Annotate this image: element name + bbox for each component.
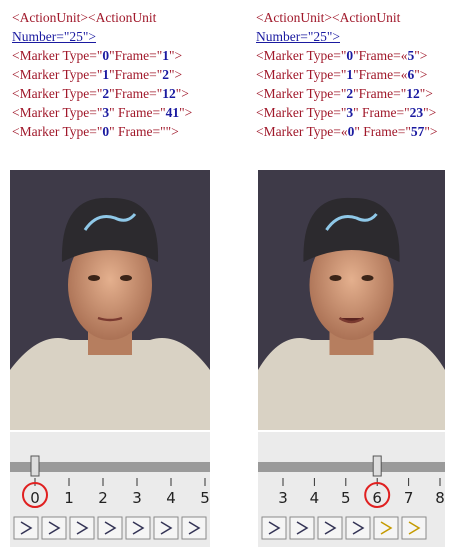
- timeline-label: 1: [64, 489, 74, 507]
- control-button[interactable]: [262, 517, 286, 539]
- control-button[interactable]: [182, 517, 206, 539]
- eye: [88, 275, 100, 281]
- timeline-label: 7: [404, 489, 414, 507]
- timeline-label: 4: [310, 489, 320, 507]
- control-button[interactable]: [290, 517, 314, 539]
- control-button[interactable]: [98, 517, 122, 539]
- timeline-label: 5: [341, 489, 351, 507]
- eye: [120, 275, 132, 281]
- control-button[interactable]: [14, 517, 38, 539]
- control-button[interactable]: [154, 517, 178, 539]
- timeline-label: 3: [278, 489, 288, 507]
- mouth: [340, 318, 364, 322]
- eye: [330, 275, 342, 281]
- timeline-label: 6: [372, 489, 382, 507]
- control-button[interactable]: [374, 517, 398, 539]
- control-button[interactable]: [318, 517, 342, 539]
- timeline-label: 2: [98, 489, 108, 507]
- slider-track: [258, 462, 445, 472]
- control-button[interactable]: [402, 517, 426, 539]
- video-panels: 0 1 2 3 4 5 3 4 5 6 7 8: [0, 0, 469, 549]
- slider-handle: [31, 456, 39, 476]
- control-button[interactable]: [70, 517, 94, 539]
- eye: [362, 275, 374, 281]
- timeline-label: 4: [166, 489, 176, 507]
- timeline-label: 8: [435, 489, 445, 507]
- timeline-label: 0: [30, 489, 40, 507]
- control-button[interactable]: [126, 517, 150, 539]
- slider-handle: [373, 456, 381, 476]
- timeline-label: 5: [200, 489, 210, 507]
- page: <ActionUnit><ActionUnitNumber="25"><Mark…: [0, 0, 469, 549]
- control-button[interactable]: [42, 517, 66, 539]
- slider-track: [10, 462, 210, 472]
- timeline-label: 3: [132, 489, 142, 507]
- control-button[interactable]: [346, 517, 370, 539]
